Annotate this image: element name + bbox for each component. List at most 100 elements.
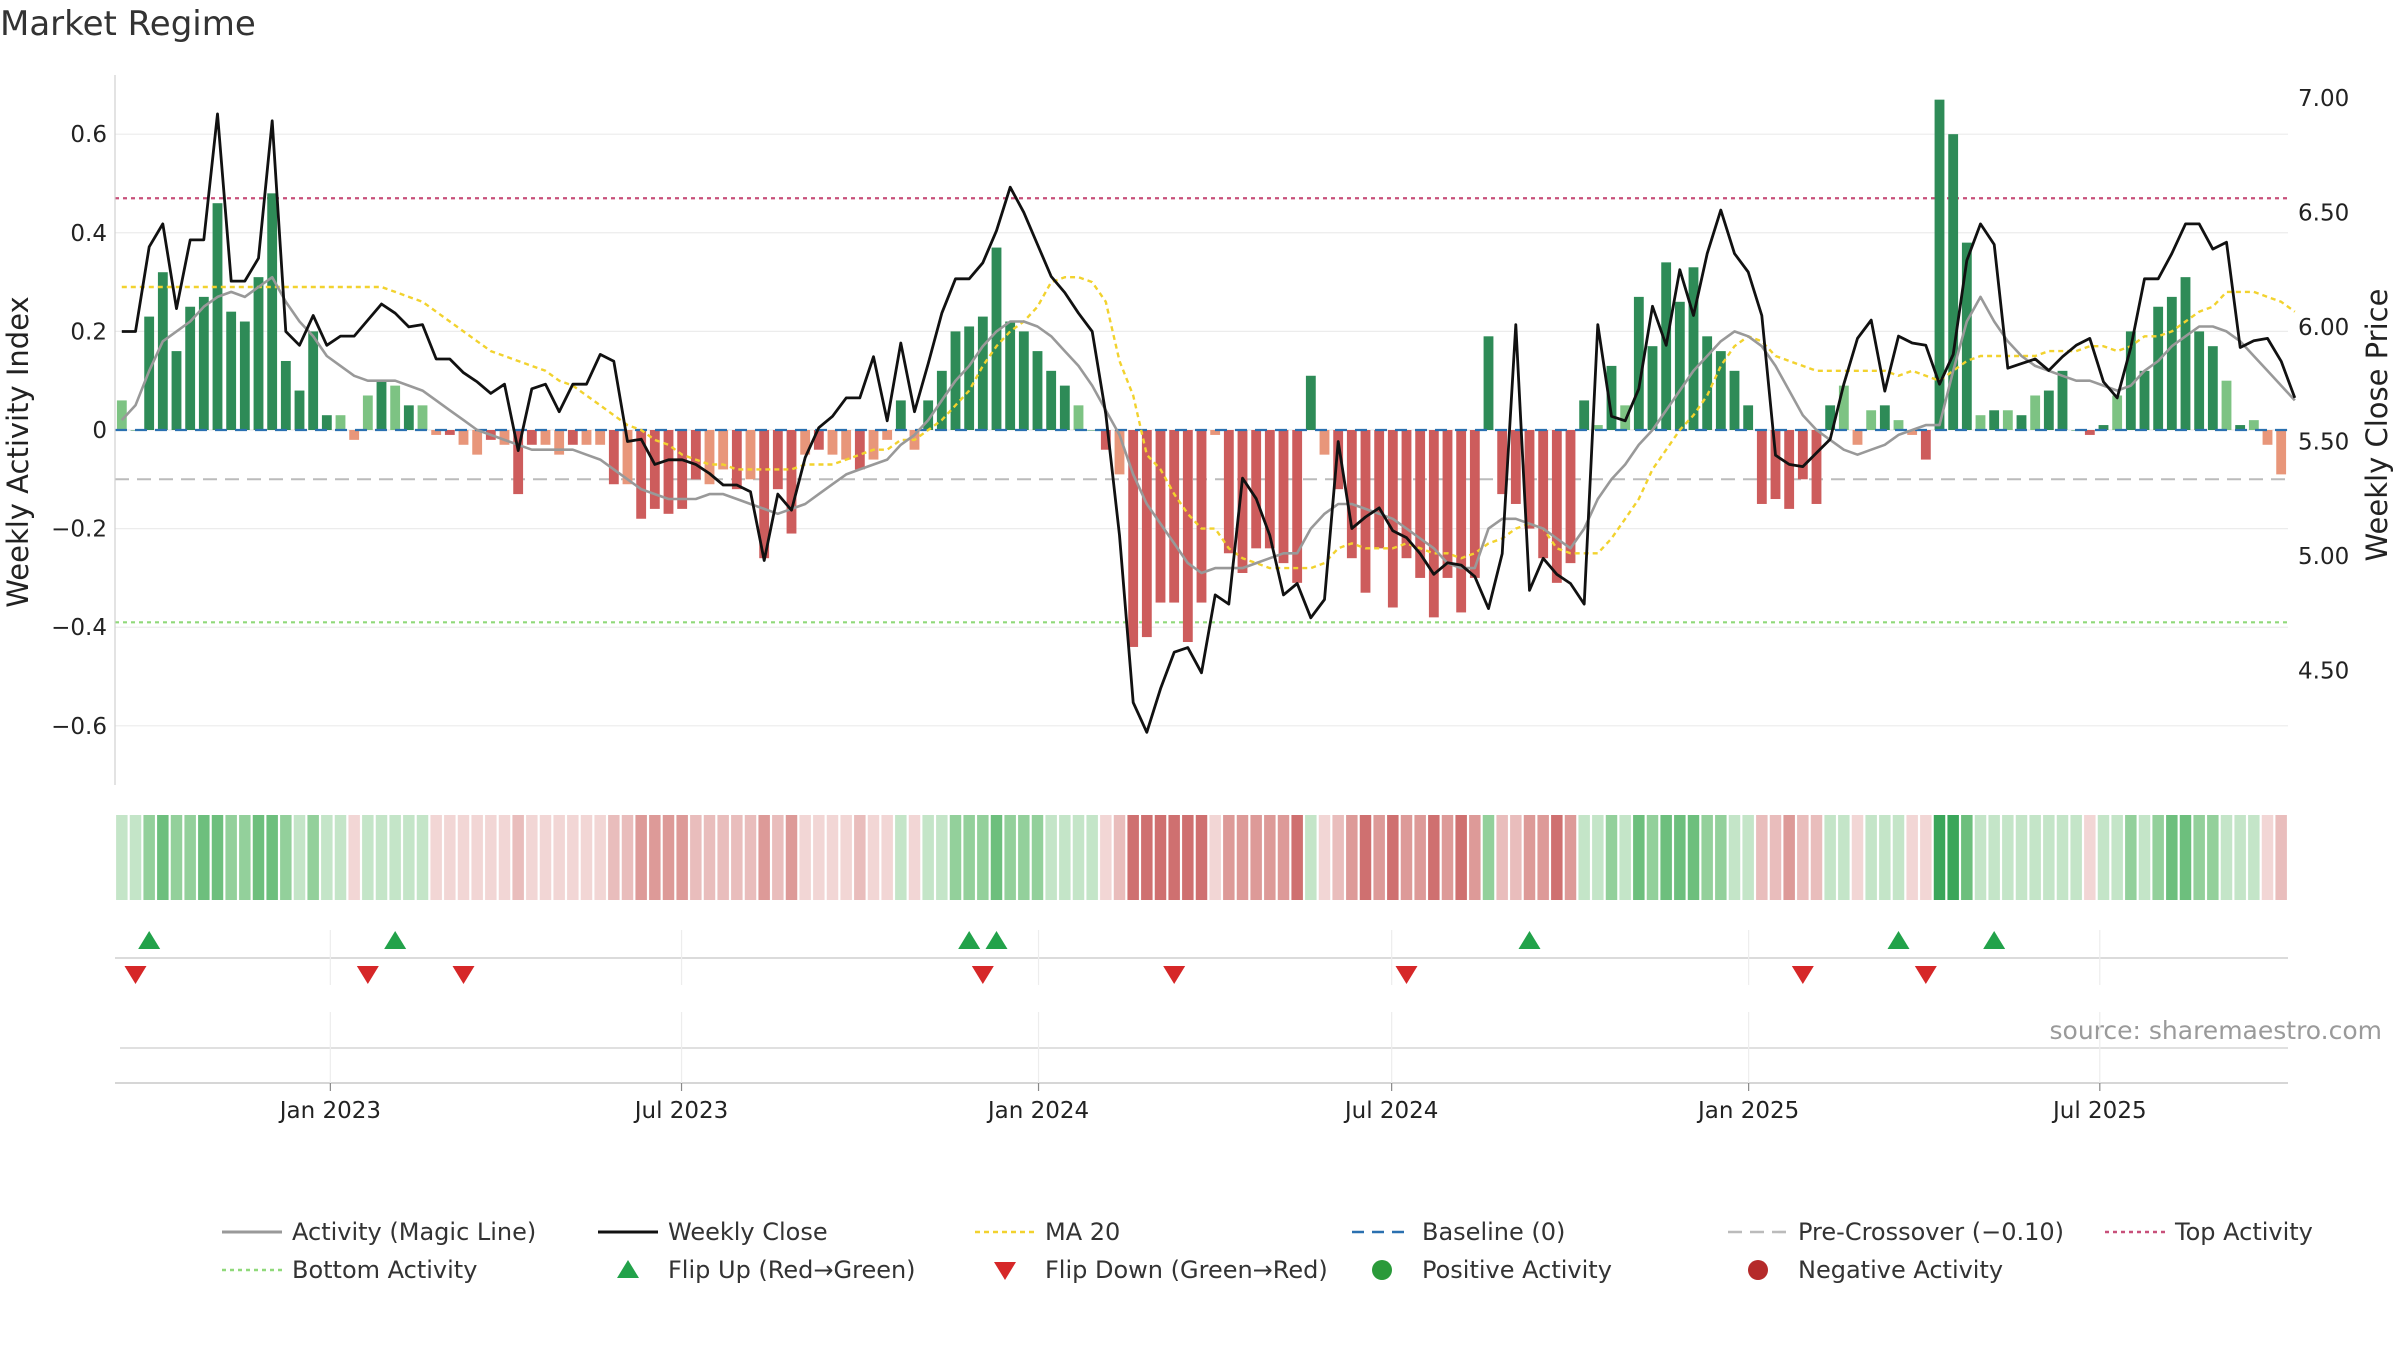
activity-bar bbox=[1838, 385, 1849, 430]
y-right-tick-label: 4.50 bbox=[2298, 658, 2349, 684]
regime-strip-cell bbox=[321, 815, 333, 900]
regime-strip-cell bbox=[594, 815, 606, 900]
activity-bar bbox=[772, 430, 783, 490]
x-tick-label: Jan 2024 bbox=[986, 1098, 1089, 1124]
flip-up-marker bbox=[384, 931, 407, 949]
ma20-line bbox=[121, 276, 2296, 570]
regime-strip-cell bbox=[1687, 815, 1700, 900]
activity-bar bbox=[1100, 430, 1111, 450]
regime-strip-cell bbox=[867, 815, 880, 900]
legend-label: Positive Activity bbox=[1422, 1256, 1612, 1284]
regime-strip-cell bbox=[758, 815, 770, 900]
activity-bar bbox=[827, 430, 838, 455]
activity-bar bbox=[1784, 430, 1795, 509]
activity-bar bbox=[977, 316, 988, 430]
regime-strip-cell bbox=[1496, 815, 1508, 900]
legend-label: Weekly Close bbox=[668, 1218, 828, 1246]
regime-strip-cell bbox=[1537, 815, 1549, 900]
regime-strip-cell bbox=[471, 815, 483, 900]
regime-strip-cell bbox=[1250, 815, 1262, 900]
regime-strip-cell bbox=[2002, 815, 2014, 900]
regime-strip-cell bbox=[840, 815, 852, 900]
regime-strip-cell bbox=[1605, 815, 1618, 900]
regime-strip-cell bbox=[826, 815, 839, 900]
regime-strip-cell bbox=[567, 815, 579, 900]
activity-bar bbox=[1005, 321, 1016, 430]
activity-bar bbox=[335, 415, 346, 430]
activity-bar bbox=[745, 430, 756, 480]
regime-strip-cell bbox=[553, 815, 565, 900]
activity-bar bbox=[1292, 430, 1303, 583]
regime-strip-cell bbox=[416, 815, 429, 900]
regime-strip-cell bbox=[1510, 815, 1522, 900]
regime-strip-cell bbox=[1086, 815, 1098, 900]
activity-bar bbox=[280, 360, 291, 430]
regime-strip-cell bbox=[1291, 815, 1303, 900]
regime-strip-cell bbox=[2125, 815, 2137, 900]
activity-bar bbox=[376, 380, 387, 430]
activity-bar bbox=[964, 326, 975, 430]
activity-bar bbox=[1428, 430, 1439, 618]
legend-label: Pre-Crossover (−0.10) bbox=[1798, 1218, 2064, 1246]
y-right-tick-label: 6.50 bbox=[2298, 200, 2349, 226]
y-tick-label: −0.2 bbox=[51, 517, 107, 543]
regime-strip-cell bbox=[2275, 815, 2287, 900]
regime-strip-cell bbox=[854, 815, 866, 900]
y-tick-label: 0.2 bbox=[70, 319, 107, 345]
regime-strip-cell bbox=[2234, 815, 2246, 900]
activity-bar bbox=[1155, 430, 1166, 603]
activity-bar bbox=[2235, 425, 2246, 430]
activity-bar bbox=[1579, 400, 1590, 430]
activity-bar bbox=[1278, 430, 1289, 564]
regime-strip-cell bbox=[1988, 815, 2000, 900]
regime-strip-cell bbox=[2138, 815, 2151, 900]
regime-strip-cell bbox=[1318, 815, 1331, 900]
weekly-close-line bbox=[121, 112, 2297, 734]
flip-down-marker bbox=[1914, 966, 1937, 984]
flip-up-marker bbox=[985, 931, 1008, 949]
flip-down-marker bbox=[452, 966, 475, 984]
activity-bar bbox=[786, 430, 797, 534]
activity-bars bbox=[116, 99, 2287, 647]
activity-bar bbox=[239, 321, 250, 430]
activity-bar bbox=[1456, 430, 1467, 613]
activity-bar bbox=[1934, 99, 1945, 431]
activity-bar bbox=[2194, 331, 2205, 430]
activity-bar bbox=[1715, 351, 1726, 430]
regime-strip-cell bbox=[430, 815, 442, 900]
regime-strip-cell bbox=[2056, 815, 2069, 900]
regime-strip-cell bbox=[1004, 815, 1016, 900]
regime-strip-cell bbox=[2166, 815, 2178, 900]
regime-strip-cell bbox=[1728, 815, 1741, 900]
regime-strip-cell bbox=[1373, 815, 1385, 900]
activity-bar bbox=[991, 247, 1002, 430]
regime-strip-cell bbox=[116, 815, 128, 900]
flip-down-marker bbox=[1395, 966, 1418, 984]
activity-bar bbox=[1907, 430, 1918, 435]
activity-bar bbox=[1756, 430, 1767, 504]
activity-bar bbox=[267, 193, 278, 430]
regime-strip-cell bbox=[1264, 815, 1276, 900]
regime-strip-cell bbox=[1428, 815, 1440, 900]
activity-bar bbox=[1182, 430, 1193, 643]
activity-bar bbox=[868, 430, 879, 460]
legend-label: Bottom Activity bbox=[292, 1256, 477, 1284]
activity-bar bbox=[2125, 331, 2136, 430]
regime-strip-cell bbox=[676, 815, 688, 900]
regime-strip-cell bbox=[307, 815, 319, 900]
activity-bar bbox=[1442, 430, 1453, 578]
activity-bar bbox=[567, 430, 578, 445]
activity-bar bbox=[731, 430, 742, 490]
activity-bar bbox=[841, 430, 852, 460]
regime-strip-cell bbox=[1236, 815, 1249, 900]
regime-strip-cell bbox=[1742, 815, 1754, 900]
activity-bar bbox=[2276, 430, 2287, 475]
regime-strip-cell bbox=[703, 815, 716, 900]
regime-strip-cell bbox=[635, 815, 647, 900]
y-right-tick-label: 5.50 bbox=[2298, 429, 2349, 455]
activity-bar bbox=[2139, 370, 2150, 430]
regime-strip-cell bbox=[2043, 815, 2055, 900]
activity-bar bbox=[212, 203, 223, 430]
activity-bar bbox=[1770, 430, 1781, 500]
regime-strip-cell bbox=[526, 815, 538, 900]
